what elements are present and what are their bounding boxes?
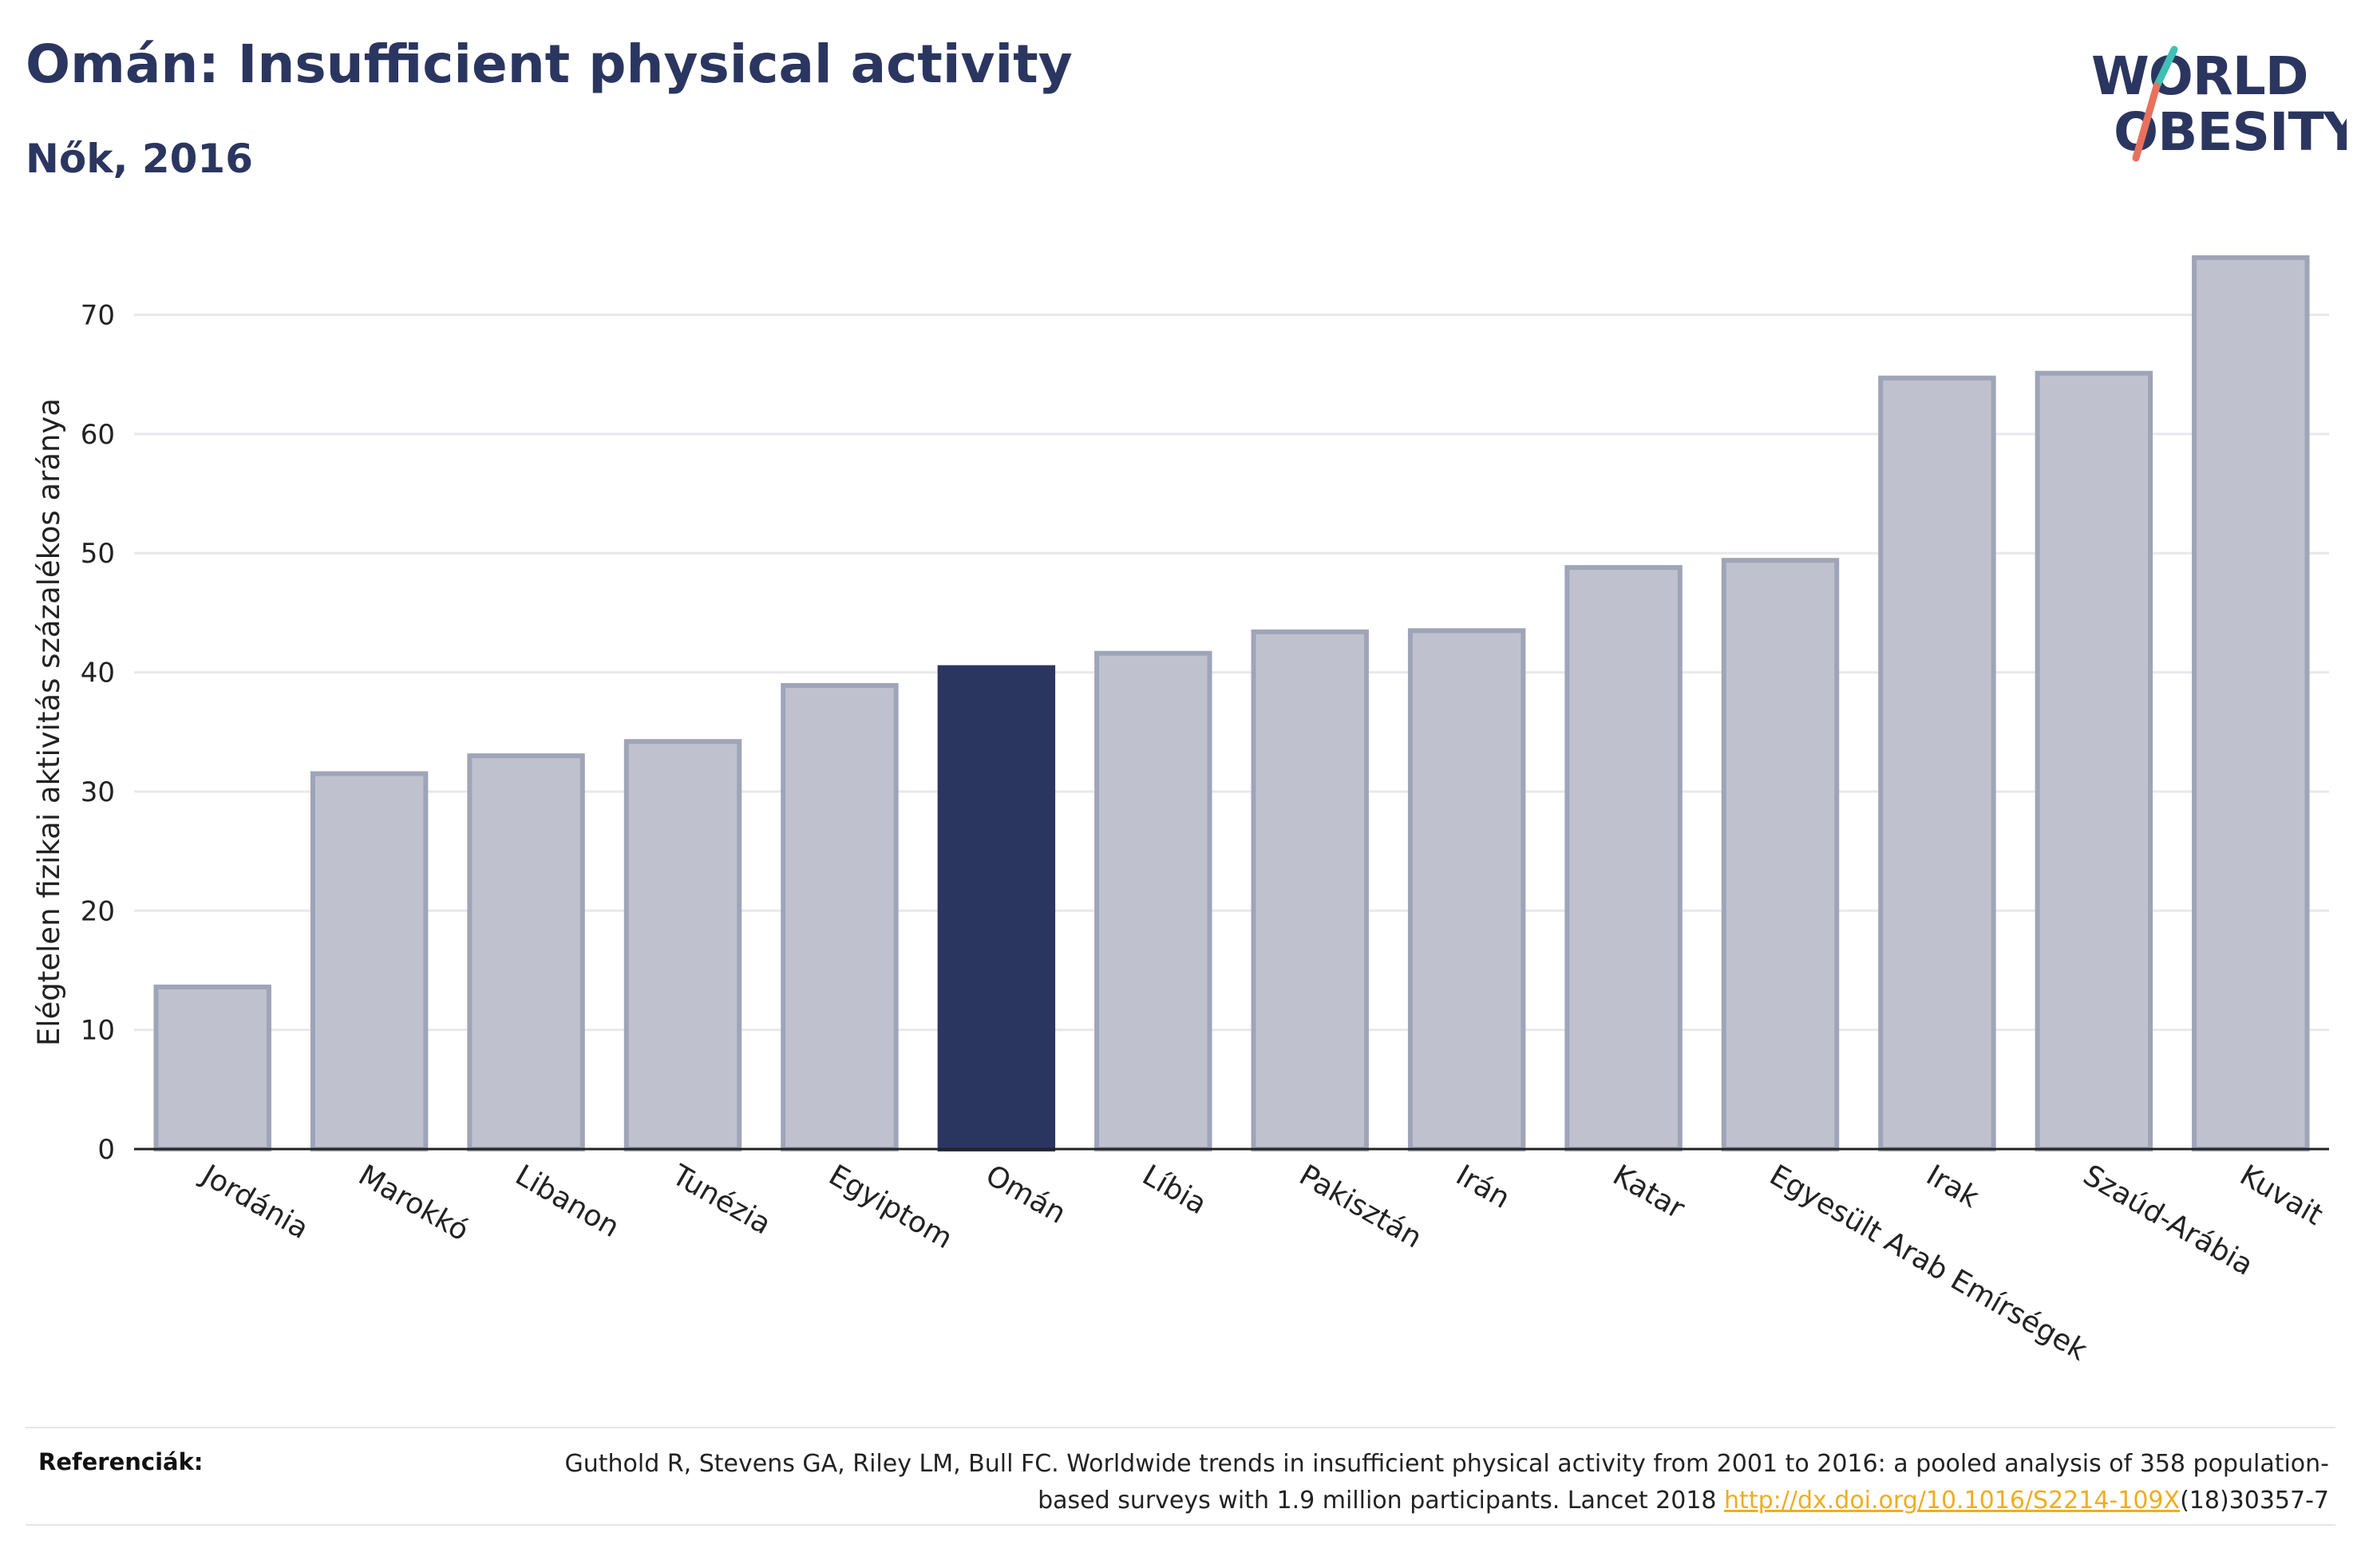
y-tick-label: 0: [97, 1134, 115, 1166]
references-label: Referenciák:: [38, 1448, 204, 1475]
x-tick-label: Irán: [1450, 1159, 1515, 1215]
bar[interactable]: [1721, 558, 1840, 1151]
doi-link[interactable]: http://dx.doi.org/10.1016/S2214-109X: [1724, 1487, 2181, 1515]
bar[interactable]: [2035, 370, 2153, 1151]
bar[interactable]: [467, 753, 585, 1152]
bar[interactable]: [2192, 255, 2310, 1151]
y-tick-label: 50: [81, 538, 115, 570]
bar-chart: 0 10 20 30 40 50 60 70 Elégtelen fizikai aktivit…: [32, 255, 2329, 1368]
x-tick-label: Libanon: [510, 1159, 625, 1244]
footer-divider-bottom: [26, 1524, 2335, 1526]
x-tick-label: Szaúd-Arábia: [2078, 1159, 2259, 1282]
chart-subtitle: Nők, 2016: [26, 136, 254, 182]
x-tick-label: Omán: [980, 1159, 1071, 1230]
bar[interactable]: [310, 771, 429, 1152]
x-tick-label: Pakisztán: [1294, 1159, 1427, 1254]
citation-suffix: (18)30357-7: [2180, 1487, 2329, 1515]
y-tick-label: 40: [81, 658, 115, 689]
bar[interactable]: [153, 984, 271, 1151]
y-axis-label: Elégtelen fizikai aktivitás százalékos a…: [32, 398, 66, 1046]
x-tick-label: Katar: [1608, 1159, 1691, 1226]
y-tick-label: 20: [81, 895, 115, 927]
y-tick-label: 30: [81, 776, 115, 808]
logo-text-world: WORLD: [2091, 45, 2308, 107]
x-tick-label: Tunézia: [666, 1159, 777, 1242]
bar[interactable]: [781, 683, 899, 1151]
bar[interactable]: [937, 665, 1056, 1151]
x-tick-label: Jordánia: [195, 1158, 314, 1246]
bar[interactable]: [1407, 628, 1526, 1151]
bar[interactable]: [1251, 629, 1369, 1151]
footer-divider-top: [26, 1427, 2335, 1428]
logo-slash-coral: [2132, 82, 2161, 162]
references-citation: Guthold R, Stevens GA, Riley LM, Bull FC…: [493, 1446, 2329, 1519]
bar[interactable]: [1094, 650, 1212, 1151]
y-tick-label: 10: [81, 1015, 115, 1047]
bar[interactable]: [1564, 565, 1683, 1151]
logo-slash-teal: [2153, 45, 2178, 90]
x-tick-label: Irak: [1920, 1159, 1984, 1215]
x-tick-label: Egyiptom: [823, 1159, 958, 1255]
citation-text: Guthold R, Stevens GA, Riley LM, Bull FC…: [564, 1450, 2329, 1515]
x-tick-label: Líbia: [1137, 1159, 1212, 1221]
bar[interactable]: [1878, 375, 1996, 1151]
x-tick-label: Marokkó: [353, 1159, 474, 1247]
y-tick-label: 60: [81, 419, 115, 451]
world-obesity-logo: WORLD OBESITY: [2091, 45, 2347, 163]
bar[interactable]: [623, 739, 742, 1151]
chart-title: Omán: Insufficient physical activity: [26, 34, 1073, 95]
y-tick-label: 70: [81, 300, 115, 332]
x-tick-label: Kuvait: [2234, 1159, 2328, 1232]
